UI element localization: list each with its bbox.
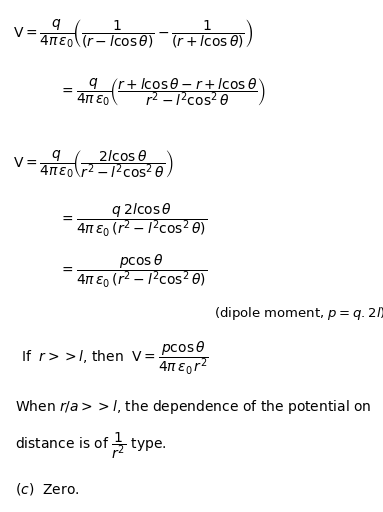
Text: $= \dfrac{p\cos\theta}{4\pi\,\epsilon_0\,(r^2 - l^2\cos^2\theta)}$: $= \dfrac{p\cos\theta}{4\pi\,\epsilon_0\… [59,253,208,290]
Text: distance is of $\dfrac{1}{r^2}$ type.: distance is of $\dfrac{1}{r^2}$ type. [15,430,167,461]
Text: $= \dfrac{q}{4\pi\,\epsilon_0}\!\left(\dfrac{r+l\cos\theta - r+l\cos\theta}{r^2 : $= \dfrac{q}{4\pi\,\epsilon_0}\!\left(\d… [59,76,266,108]
Text: (dipole moment, $p = q.2l$): (dipole moment, $p = q.2l$) [214,305,383,323]
Text: $\mathrm{V} = \dfrac{q}{4\pi\,\epsilon_0}\!\left(\dfrac{1}{(r-l\cos\theta)} - \d: $\mathrm{V} = \dfrac{q}{4\pi\,\epsilon_0… [13,17,254,49]
Text: $= \dfrac{q\;2l\cos\theta}{4\pi\,\epsilon_0\,(r^2 - l^2\cos^2\theta)}$: $= \dfrac{q\;2l\cos\theta}{4\pi\,\epsilo… [59,202,208,239]
Text: If  $r >> l$, then  $\mathrm{V} = \dfrac{p\cos\theta}{4\pi\,\epsilon_0\,r^2}$: If $r >> l$, then $\mathrm{V} = \dfrac{p… [21,340,209,377]
Text: $\mathrm{V} = \dfrac{q}{4\pi\,\epsilon_0}\!\left(\dfrac{2l\cos\theta}{r^2 - l^2\: $\mathrm{V} = \dfrac{q}{4\pi\,\epsilon_0… [13,148,174,180]
Text: $(c)$  Zero.: $(c)$ Zero. [15,481,80,497]
Text: When $r/a >> l$, the dependence of the potential on: When $r/a >> l$, the dependence of the p… [15,398,372,416]
